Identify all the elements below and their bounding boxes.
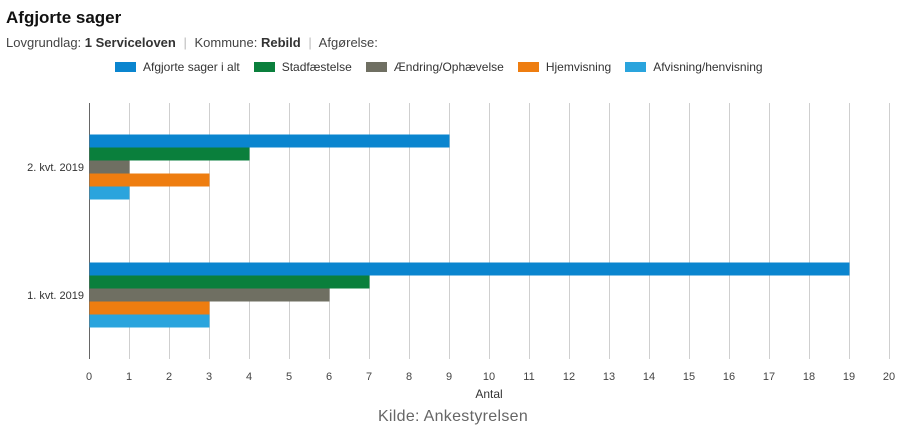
x-tick-label: 11 xyxy=(523,371,534,383)
legend-swatch xyxy=(253,62,275,72)
chart-legend: Afgjorte sager i alt Stadfæstelse Ændring/… xyxy=(115,59,777,75)
bar[interactable] xyxy=(89,275,370,289)
x-tick-label: 0 xyxy=(86,371,92,383)
legend-swatch xyxy=(517,62,539,72)
x-tick-label: 15 xyxy=(683,371,695,383)
legend-swatch xyxy=(625,62,647,72)
filter-summary: Lovgrundlag: 1 Serviceloven | Kommune: R… xyxy=(6,35,378,50)
bar[interactable] xyxy=(89,160,130,174)
bar[interactable] xyxy=(89,134,450,148)
filter-separator: | xyxy=(308,35,312,50)
source-note: Kilde: Ankestyrelsen xyxy=(377,408,529,425)
x-tick-label: 3 xyxy=(206,371,212,383)
x-tick-label: 7 xyxy=(366,371,372,383)
x-tick-label: 9 xyxy=(446,371,452,383)
legend-swatch xyxy=(365,62,387,72)
legend-item[interactable]: Hjemvisning xyxy=(517,59,612,75)
legend-label: Stadfæstelse xyxy=(281,60,352,74)
legend-item[interactable]: Afgjorte sager i alt xyxy=(115,59,240,75)
legend-item[interactable]: Ændring/Ophævelse xyxy=(365,59,504,75)
x-tick-label: 16 xyxy=(723,371,735,383)
bar[interactable] xyxy=(89,288,330,302)
bar[interactable] xyxy=(89,147,250,161)
x-tick-label: 17 xyxy=(763,371,775,383)
x-tick-label: 6 xyxy=(326,371,332,383)
x-tick-label: 12 xyxy=(563,371,575,383)
bar[interactable] xyxy=(89,262,850,276)
x-tick-label: 2 xyxy=(166,371,172,383)
bar[interactable] xyxy=(89,301,210,315)
legend-item[interactable]: Afvisning/henvisning xyxy=(625,59,763,75)
x-axis-title: Antal xyxy=(475,387,502,401)
legend-label: Afgjorte sager i alt xyxy=(143,60,240,74)
bar[interactable] xyxy=(89,186,130,200)
category-label: 2. kvt. 2019 xyxy=(27,162,84,174)
filter-value-kommune: Rebild xyxy=(261,35,301,50)
legend-label: Afvisning/henvisning xyxy=(653,60,763,74)
legend-label: Ændring/Ophævelse xyxy=(393,60,504,74)
category-label: 1. kvt. 2019 xyxy=(27,290,84,302)
filter-label-kommune: Kommune: xyxy=(194,35,258,50)
x-tick-label: 10 xyxy=(483,371,495,383)
filter-label-afgoerelse: Afgørelse: xyxy=(318,35,378,50)
x-tick-label: 19 xyxy=(843,371,855,383)
bar[interactable] xyxy=(89,314,210,328)
bar[interactable] xyxy=(89,173,210,187)
legend-swatch xyxy=(115,62,136,72)
filter-separator: | xyxy=(183,35,187,50)
legend-item[interactable]: Stadfæstelse xyxy=(253,59,352,75)
x-tick-label: 13 xyxy=(603,371,615,383)
x-tick-label: 8 xyxy=(406,371,412,383)
chart-title: Afgjorte sager xyxy=(6,8,122,27)
x-tick-label: 5 xyxy=(286,371,292,383)
x-tick-label: 20 xyxy=(883,371,895,383)
filter-value-lovgrundlag: 1 Serviceloven xyxy=(84,35,176,50)
x-tick-label: 1 xyxy=(126,371,132,383)
x-tick-label: 4 xyxy=(246,371,252,383)
x-tick-label: 18 xyxy=(803,371,815,383)
legend-label: Hjemvisning xyxy=(545,60,612,74)
filter-label-lovgrundlag: Lovgrundlag: xyxy=(6,35,82,50)
x-tick-label: 14 xyxy=(643,371,655,383)
